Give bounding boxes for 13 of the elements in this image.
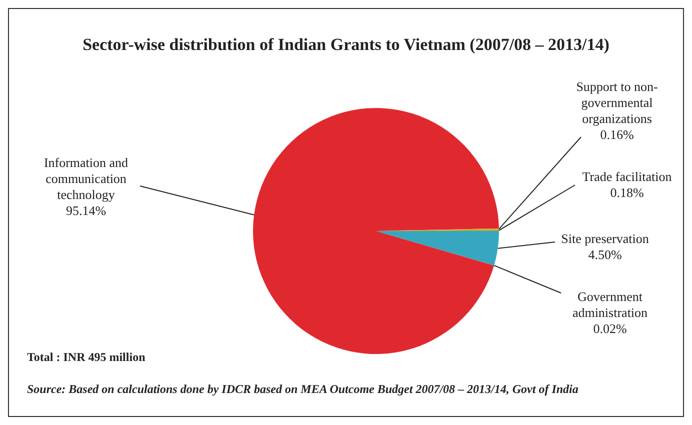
data-label: 0.16% bbox=[600, 127, 634, 142]
slice-label: Support to non-governmental organizations bbox=[576, 79, 658, 126]
chart-title: Sector-wise distribution of Indian Grants to Vietnam (2007/08 – 2013/14) bbox=[82, 35, 610, 54]
data-label: 0.02% bbox=[593, 321, 627, 336]
slice-label: Site preservation bbox=[561, 231, 650, 246]
slice-label: Government administration bbox=[572, 289, 648, 320]
slice-label: Information and communication technology bbox=[44, 155, 129, 202]
data-label: 0.18% bbox=[610, 185, 644, 200]
data-label: 4.50% bbox=[588, 247, 622, 262]
text: Total : INR 495 million bbox=[27, 350, 146, 364]
slice-label: Trade facilitation bbox=[582, 169, 672, 184]
data-label: 95.14% bbox=[66, 203, 106, 218]
source-note: Source: Based on calculations done by IDCR based on MEA Outcome Budget 2007/08 – 2013/14, Govt of India bbox=[27, 382, 578, 396]
